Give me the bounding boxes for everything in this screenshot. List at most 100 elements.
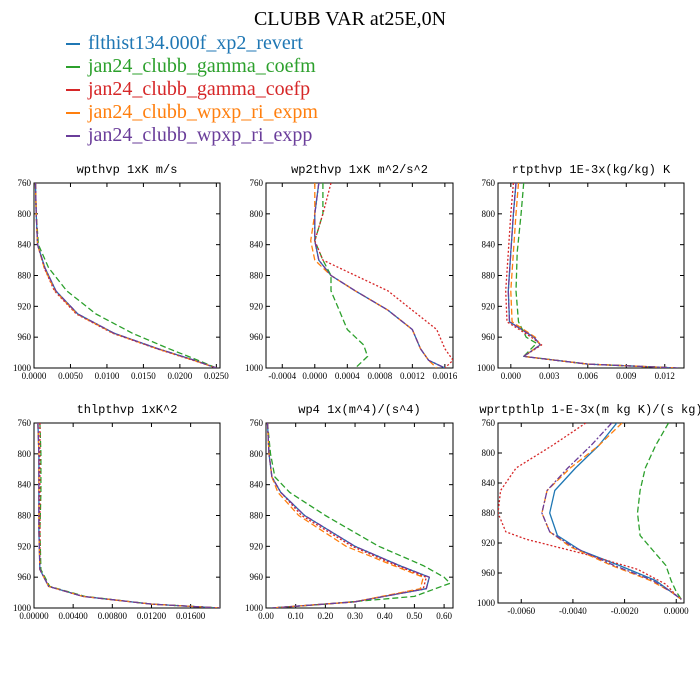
legend-label: flthist134.000f_xp2_revert [88, 32, 303, 54]
y-tick-label: 880 [482, 508, 496, 518]
x-tick-label: 0.0100 [95, 371, 120, 381]
series-line [266, 423, 424, 608]
y-tick-label: 760 [250, 178, 264, 188]
subplot-title: thlpthvp 1xK^2 [77, 403, 178, 417]
x-tick-label: 0.00400 [59, 611, 89, 621]
plot-frame [497, 422, 685, 604]
legend-swatch [66, 88, 80, 91]
series-line [636, 423, 682, 600]
plot-frame [497, 182, 685, 369]
series-line [266, 423, 451, 608]
y-tick-label: 840 [250, 240, 264, 250]
x-tick-label: 0.01200 [137, 611, 167, 621]
x-tick-label: 0.00 [258, 611, 274, 621]
x-tick-label: 0.009 [616, 371, 637, 381]
x-tick-label: 0.0000 [664, 606, 689, 616]
subplot: wp2thvp 1xK m^2/s^2 760 800 840 880 920 960 100… [245, 163, 458, 381]
y-tick-label: 960 [482, 568, 496, 578]
x-tick-label: 0.20 [317, 611, 333, 621]
y-tick-label: 880 [482, 271, 496, 281]
y-tick-label: 760 [18, 178, 32, 188]
legend-swatch [66, 65, 80, 68]
y-tick-label: 800 [250, 209, 264, 219]
x-tick-label: 0.40 [377, 611, 393, 621]
legend-label: jan24_clubb_gamma_coefm [88, 55, 316, 77]
y-tick-label: 920 [250, 301, 264, 311]
x-tick-label: 0.0016 [432, 371, 457, 381]
subplot: rtpthvp 1E-3x(kg/kg) K 760 800 840 880 920 960… [477, 163, 685, 381]
y-tick-label: 840 [18, 480, 32, 490]
y-tick-label: 1000 [245, 603, 264, 613]
series-line [37, 423, 220, 608]
series-line [34, 183, 217, 368]
y-tick-label: 1000 [477, 598, 496, 608]
subplot-title: wp4 1x(m^4)/(s^4) [298, 403, 420, 417]
series-line [314, 183, 446, 368]
x-tick-label: 0.0008 [367, 371, 392, 381]
subplot-title: rtpthvp 1E-3x(kg/kg) K [512, 163, 671, 177]
legend-swatch [66, 111, 80, 114]
legend-item: jan24_clubb_wpxp_ri_expm [66, 101, 318, 124]
series-line [507, 183, 678, 368]
chart-title: CLUBB VAR at25E,0N [253, 8, 447, 30]
series-line [541, 423, 682, 600]
y-tick-label: 800 [250, 449, 264, 459]
series-line [541, 423, 682, 600]
y-tick-label: 840 [482, 478, 496, 488]
series-line [515, 183, 678, 368]
legend-label: jan24_clubb_gamma_coefp [88, 78, 311, 100]
series-line [34, 183, 217, 368]
y-tick-label: 880 [250, 511, 264, 521]
x-tick-label: -0.0060 [507, 606, 535, 616]
y-tick-label: 800 [482, 448, 496, 458]
plot-frame [33, 422, 221, 609]
series-line [310, 183, 438, 368]
x-tick-label: 0.10 [288, 611, 304, 621]
subplot: thlpthvp 1xK^276080084088092096010000.00… [13, 403, 221, 621]
x-tick-label: 0.012 [655, 371, 675, 381]
series-line [266, 423, 430, 608]
y-tick-label: 920 [482, 538, 496, 548]
x-tick-label: 0.0050 [58, 371, 83, 381]
series-line [314, 183, 453, 368]
x-tick-label: -0.0020 [611, 606, 639, 616]
x-tick-label: 0.0004 [335, 371, 360, 381]
y-tick-label: 1000 [477, 363, 496, 373]
x-tick-label: 0.30 [347, 611, 363, 621]
x-tick-label: -0.0040 [559, 606, 587, 616]
x-tick-label: 0.003 [539, 371, 560, 381]
subplot-title: wprtpthlp 1-E-3x(m kg K)/(s kg) [479, 403, 700, 417]
series-line [37, 423, 220, 608]
y-tick-label: 840 [250, 480, 264, 490]
y-tick-label: 1000 [13, 363, 32, 373]
series-line [505, 183, 678, 368]
x-tick-label: 0.00000 [19, 611, 49, 621]
x-tick-label: 0.60 [436, 611, 452, 621]
y-tick-label: 1000 [245, 363, 264, 373]
y-tick-label: 960 [250, 572, 264, 582]
y-tick-label: 960 [18, 332, 32, 342]
y-tick-label: 760 [250, 418, 264, 428]
plot-frame [33, 182, 221, 369]
series-line [266, 423, 430, 608]
x-tick-label: 0.0200 [168, 371, 193, 381]
x-tick-label: 0.0150 [131, 371, 156, 381]
x-tick-label: 0.0000 [22, 371, 47, 381]
series-line [34, 183, 217, 368]
x-tick-label: 0.00800 [98, 611, 128, 621]
x-tick-label: 0.0000 [302, 371, 327, 381]
y-tick-label: 920 [250, 541, 264, 551]
x-tick-label: 0.0250 [204, 371, 229, 381]
series-line [507, 183, 678, 368]
series-line [37, 423, 220, 608]
y-tick-label: 760 [18, 418, 32, 428]
series-line [314, 183, 369, 368]
subplot-title: wpthvp 1xK m/s [77, 163, 178, 177]
subplot: wprtpthlp 1-E-3x(m kg K)/(s kg)760 800 840… [477, 403, 700, 616]
x-tick-label: 0.0012 [400, 371, 425, 381]
y-tick-label: 1000 [13, 603, 32, 613]
series-line [34, 183, 217, 368]
y-tick-label: 960 [250, 332, 264, 342]
subplot: wp4 1x(m^4)/(s^4)76080084088092096010000… [245, 403, 454, 621]
